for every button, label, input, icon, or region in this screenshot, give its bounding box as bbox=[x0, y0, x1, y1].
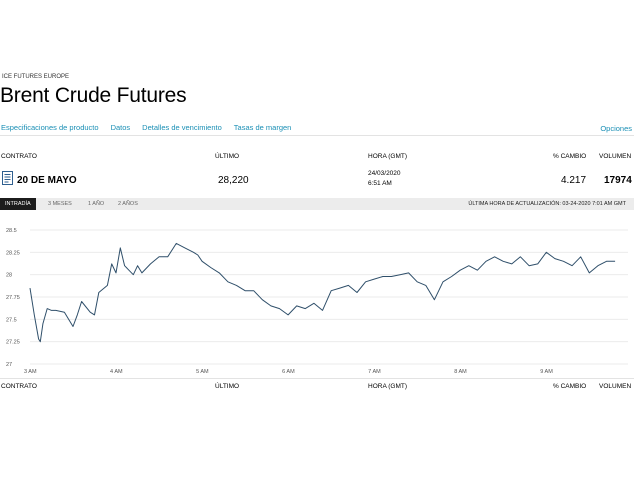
volume-value: 17974 bbox=[604, 175, 632, 186]
column-header-change: % CAMBIO bbox=[553, 153, 587, 160]
footer-header-volume: VOLUMEN bbox=[599, 383, 632, 390]
x-tick-label: 7 AM bbox=[368, 369, 381, 375]
range-tab-2-years[interactable]: 2 AÑOS bbox=[118, 201, 138, 207]
footer-header-last: ÚLTIMO bbox=[215, 383, 240, 390]
footer-header-change: % CAMBIO bbox=[553, 383, 587, 390]
range-tab-3-months[interactable]: 3 MESES bbox=[48, 201, 72, 207]
footer-header-time: HORA (GMT) bbox=[368, 383, 407, 390]
last-date: 24/03/2020 bbox=[368, 170, 401, 177]
tab-specifications[interactable]: Especificaciones de producto bbox=[1, 123, 99, 132]
y-tick-label: 28.5 bbox=[6, 228, 17, 234]
last-price: 28,220 bbox=[218, 175, 249, 186]
x-tick-label: 3 AM bbox=[24, 369, 37, 375]
range-tab-intraday[interactable]: INTRADÍA bbox=[0, 198, 36, 210]
intraday-price-chart: 28.5 28.25 28 27.75 27.5 27.25 27 3 AM 4 AM 5 AM 6… bbox=[6, 228, 628, 375]
x-tick-label: 5 AM bbox=[196, 369, 209, 375]
y-tick-label: 27.25 bbox=[6, 340, 20, 346]
x-tick-label: 6 AM bbox=[282, 369, 295, 375]
contract-name[interactable]: 20 DE MAYO bbox=[17, 175, 77, 186]
bottom-divider bbox=[0, 378, 634, 379]
exchange-label: ICE FUTURES EUROPE bbox=[2, 74, 70, 80]
column-header-time: HORA (GMT) bbox=[368, 153, 407, 160]
range-tab-1-year[interactable]: 1 AÑO bbox=[88, 201, 105, 207]
tab-divider bbox=[0, 135, 634, 136]
column-header-last: ÚLTIMO bbox=[215, 153, 240, 160]
y-tick-label: 28 bbox=[6, 273, 12, 279]
document-icon[interactable] bbox=[2, 171, 13, 185]
range-selector-bar: INTRADÍA 3 MESES 1 AÑO 2 AÑOS ÚLTIMA HOR… bbox=[0, 198, 634, 210]
last-update-label: ÚLTIMA HORA DE ACTUALIZACIÓN: 03-24-2020… bbox=[468, 201, 626, 207]
column-header-contract: CONTRATO bbox=[1, 153, 37, 160]
y-tick-label: 28.25 bbox=[6, 250, 20, 256]
page-title: Brent Crude Futures bbox=[0, 84, 187, 107]
price-series-line-0 bbox=[29, 242, 616, 343]
y-tick-label: 27.75 bbox=[6, 295, 20, 301]
x-tick-label: 9 AM bbox=[540, 369, 553, 375]
percent-change: 4.217 bbox=[561, 175, 587, 186]
x-tick-label: 4 AM bbox=[110, 369, 123, 375]
tab-margin-rates[interactable]: Tasas de margen bbox=[233, 123, 292, 132]
last-time: 6:51 AM bbox=[368, 180, 392, 187]
footer-header-contract: CONTRATO bbox=[1, 383, 37, 390]
x-tick-label: 8 AM bbox=[454, 369, 467, 375]
y-tick-label: 27.5 bbox=[6, 317, 17, 323]
tab-expiry-details[interactable]: Detalles de vencimiento bbox=[142, 123, 222, 132]
column-header-volume: VOLUMEN bbox=[599, 153, 632, 160]
y-tick-label: 27 bbox=[6, 362, 12, 368]
options-link[interactable]: Opciones bbox=[600, 124, 632, 133]
